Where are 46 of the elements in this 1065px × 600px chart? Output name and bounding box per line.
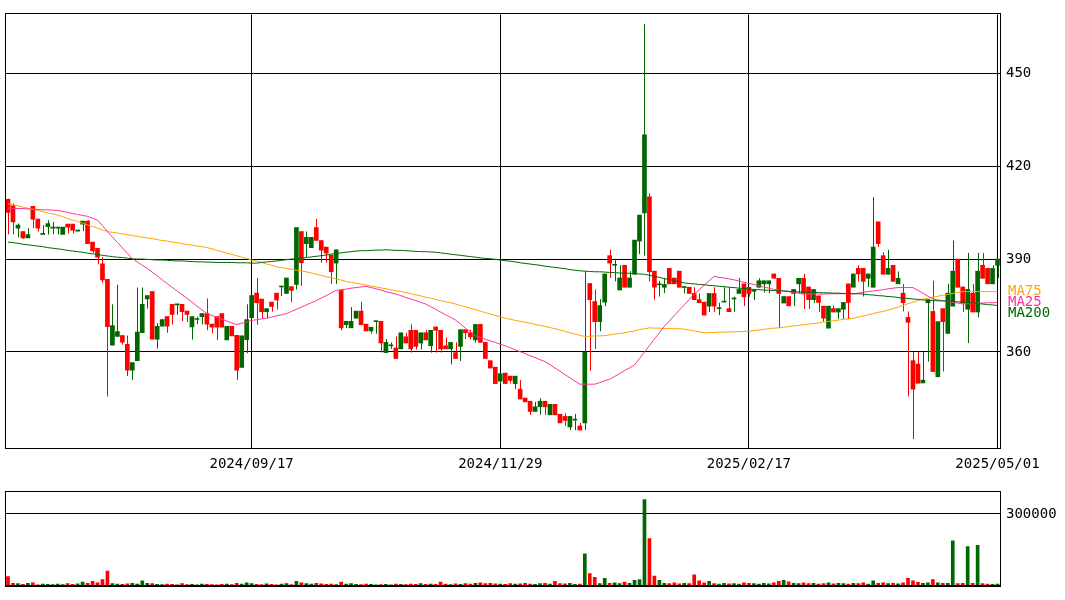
bar — [543, 583, 547, 586]
bar — [16, 583, 20, 586]
x-tick-label: 2025/02/17 — [706, 455, 792, 472]
bar — [950, 540, 955, 586]
y-tick-label: 450 — [1006, 63, 1032, 80]
candlestick — [846, 283, 851, 320]
candlestick — [875, 221, 881, 248]
bar — [781, 580, 786, 586]
bar — [886, 583, 890, 586]
x-tick-label: 2024/11/29 — [458, 455, 543, 472]
candlestick — [995, 258, 1000, 279]
bar — [786, 581, 791, 586]
candlestick — [587, 283, 593, 372]
bar — [856, 583, 861, 586]
bar — [65, 583, 70, 586]
bar — [592, 576, 597, 586]
candlestick — [940, 308, 946, 372]
candlestick — [328, 254, 334, 285]
bar — [931, 579, 935, 586]
bar — [876, 583, 881, 586]
candlestick — [333, 249, 339, 285]
bar — [234, 583, 239, 586]
candlestick — [448, 341, 453, 365]
candlestick — [905, 310, 911, 398]
bar — [244, 582, 249, 586]
y-tick-label: 300000 — [1006, 504, 1057, 521]
bar — [707, 580, 711, 586]
bar — [776, 580, 781, 586]
bar — [712, 583, 716, 586]
y-tick-label: 420 — [1006, 156, 1032, 173]
bar — [602, 578, 607, 586]
x-tick-label: 2024/09/17 — [209, 455, 294, 472]
bar — [150, 583, 155, 586]
bar — [31, 582, 35, 586]
bar — [672, 582, 677, 586]
y-tick-label: 360 — [1006, 342, 1032, 359]
candlestick — [860, 267, 866, 298]
bar — [582, 553, 587, 586]
candlestick — [607, 249, 612, 279]
y-tick-label: 390 — [1006, 249, 1032, 266]
bar — [130, 583, 135, 586]
bar — [965, 546, 970, 586]
x-tick-label: 2025/05/01 — [955, 455, 1040, 472]
bar — [936, 582, 940, 586]
bar — [418, 583, 423, 586]
candlestick — [154, 322, 160, 350]
